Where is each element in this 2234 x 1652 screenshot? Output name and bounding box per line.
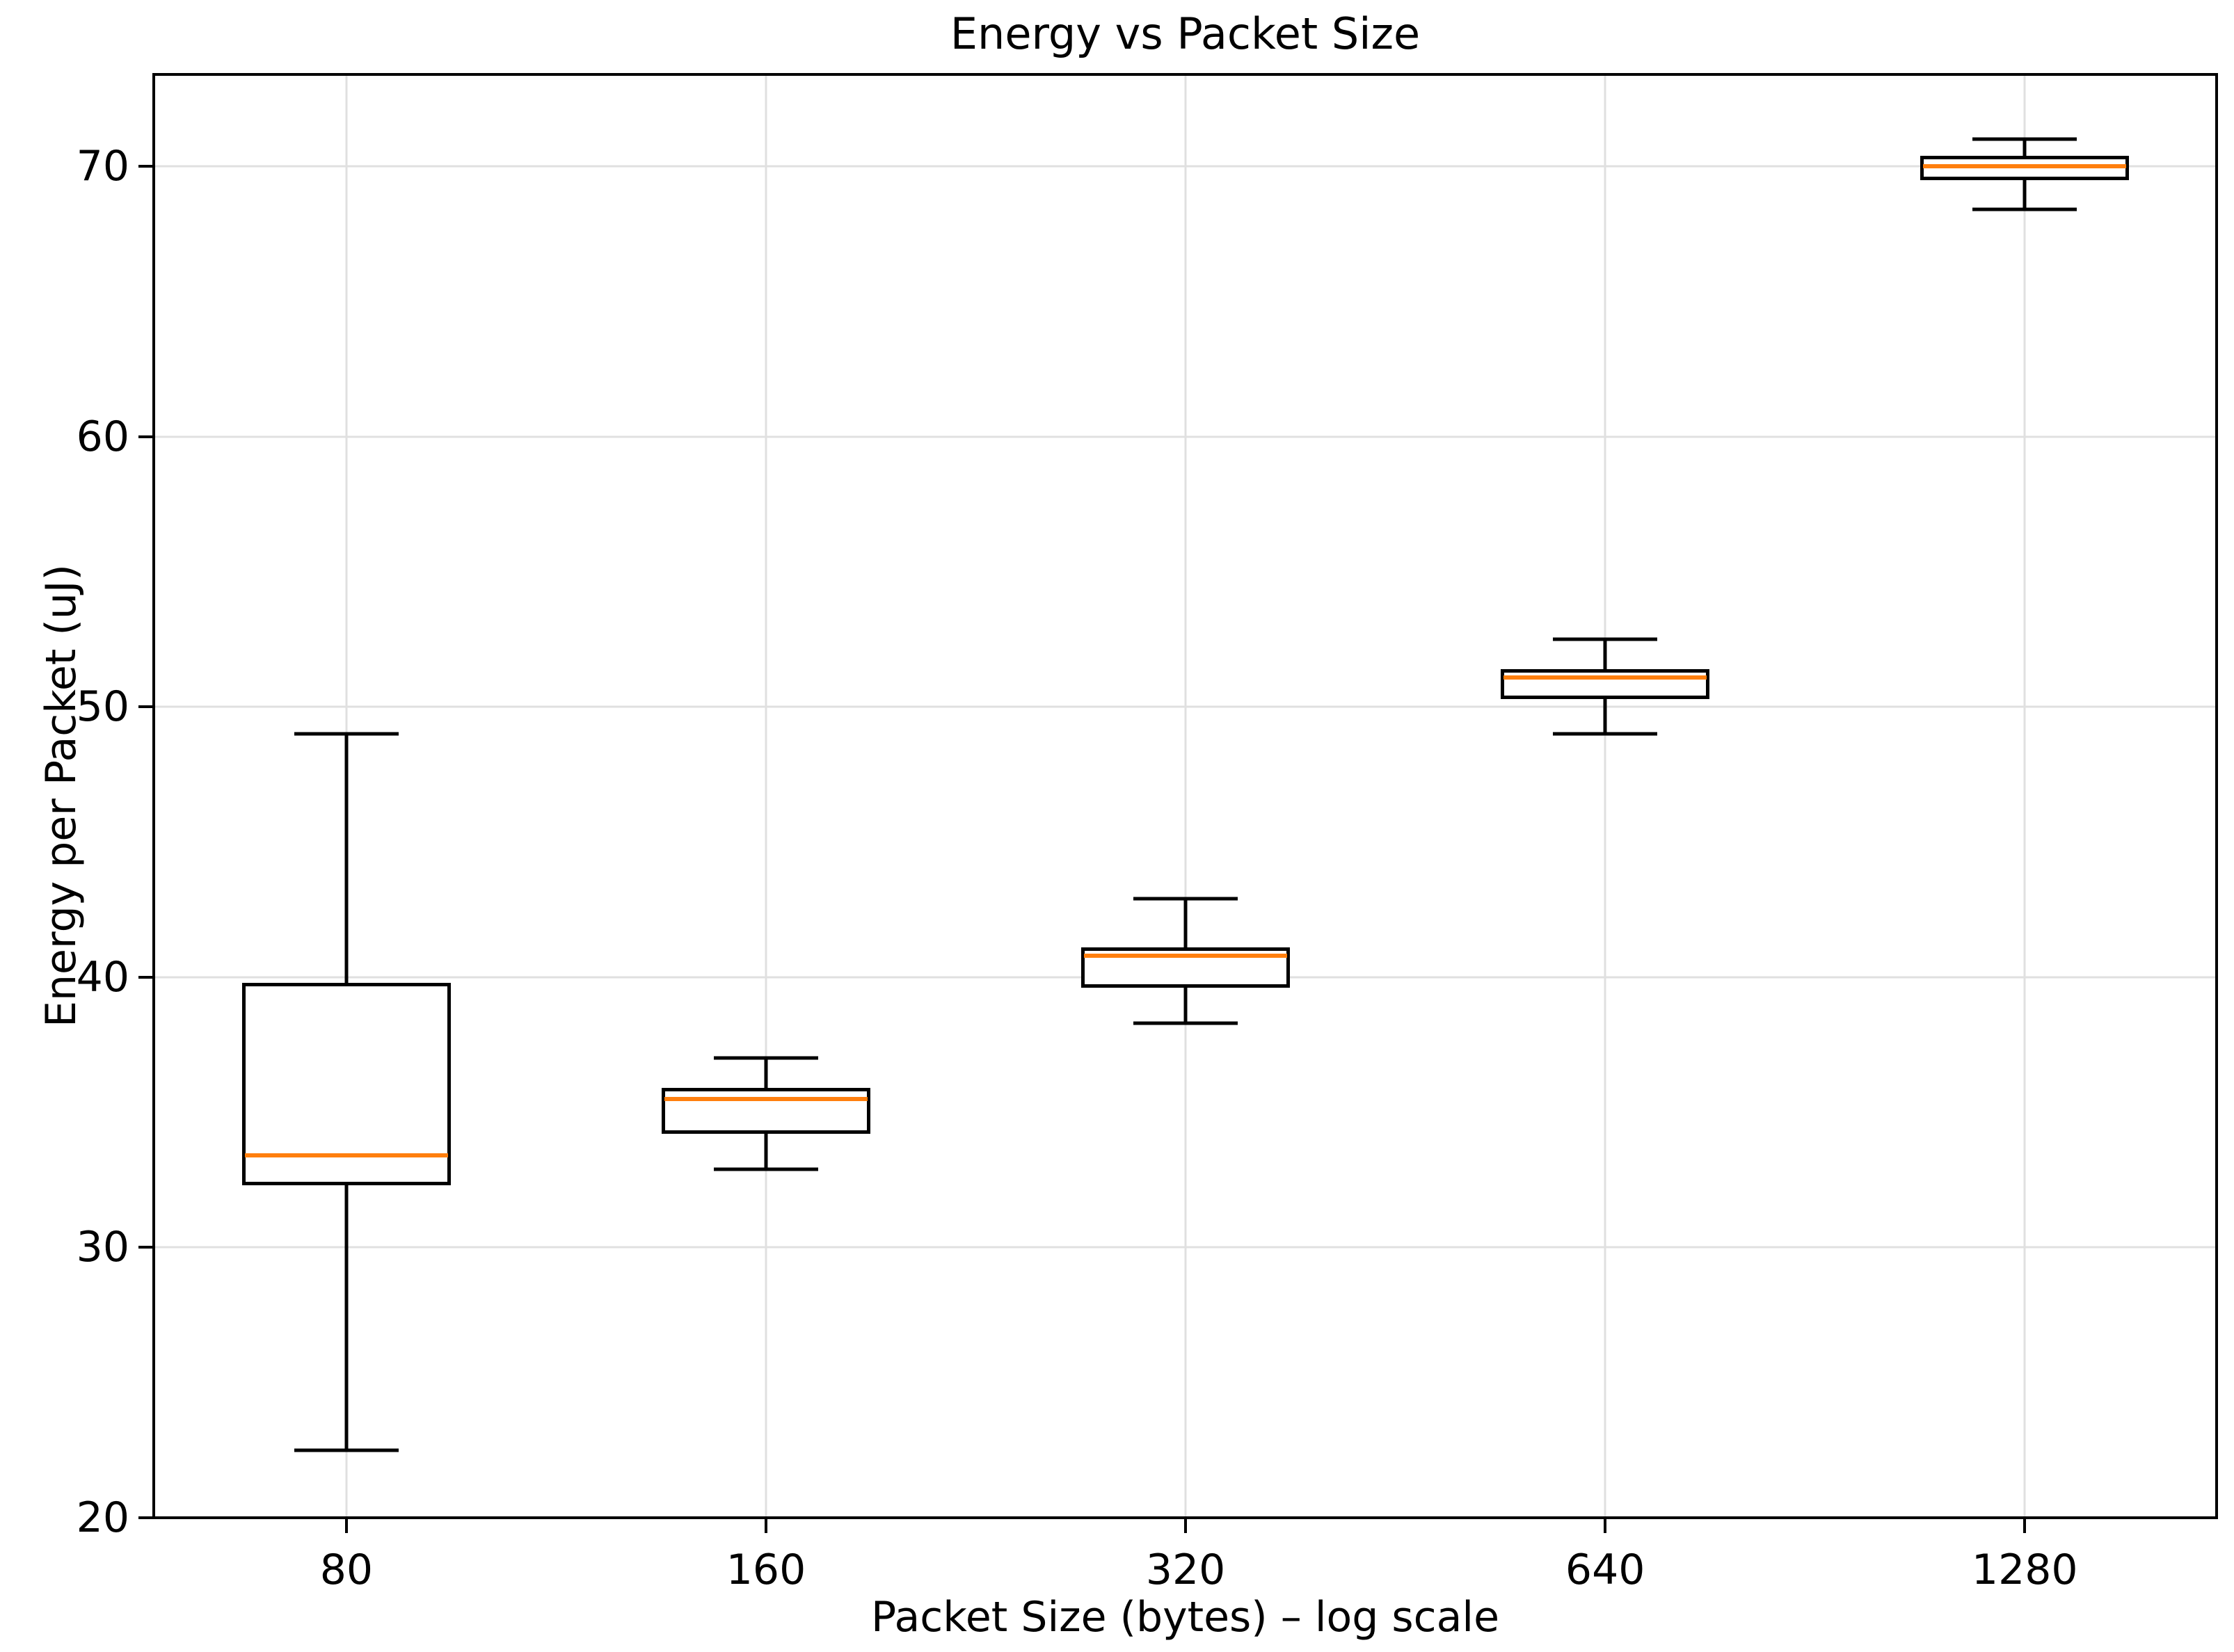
x-axis-label: Packet Size (bytes) – log scale <box>871 1593 1499 1642</box>
lower-whisker-line <box>1183 988 1188 1023</box>
box-group-640 <box>1501 74 1710 1518</box>
iqr-box <box>241 982 451 1186</box>
y-tick-label-20: 20 <box>76 1493 129 1542</box>
gridline-x-1280 <box>2023 74 2026 1518</box>
upper-whisker-line <box>764 1058 768 1089</box>
upper-whisker-line <box>344 734 349 983</box>
y-tick-label-40: 40 <box>76 952 129 1002</box>
y-tick-label-50: 50 <box>76 682 129 732</box>
top-spine <box>152 73 2218 76</box>
median-line <box>244 1153 448 1158</box>
median-line <box>1084 953 1288 958</box>
lower-whisker-cap <box>1972 207 2077 211</box>
chart-title: Energy vs Packet Size <box>950 8 1421 59</box>
upper-whisker-line <box>1183 899 1188 948</box>
lower-whisker-cap <box>1133 1021 1238 1025</box>
gridline-x-160 <box>765 74 767 1518</box>
right-spine <box>2215 73 2218 1519</box>
x-tick-mark-160 <box>765 1519 767 1533</box>
lower-whisker-line <box>2022 179 2027 210</box>
upper-whisker-line <box>2022 139 2027 156</box>
plot-area <box>154 74 2217 1519</box>
x-tick-label-1280: 1280 <box>1971 1546 2078 1594</box>
left-spine <box>152 73 155 1519</box>
upper-whisker-line <box>1603 639 1607 669</box>
y-tick-mark-40 <box>138 975 152 979</box>
median-line <box>664 1096 868 1101</box>
lower-whisker-line <box>764 1134 768 1169</box>
lower-whisker-cap <box>1553 732 1658 736</box>
lower-whisker-line <box>344 1185 349 1450</box>
iqr-box <box>1501 668 1710 699</box>
bottom-spine <box>152 1516 2218 1519</box>
x-tick-mark-320 <box>1184 1519 1188 1533</box>
lower-whisker-cap <box>294 1448 399 1452</box>
y-tick-label-30: 30 <box>76 1223 129 1272</box>
box-group-1280 <box>1920 74 2130 1518</box>
y-tick-mark-60 <box>138 435 152 438</box>
y-tick-mark-70 <box>138 165 152 168</box>
x-tick-label-80: 80 <box>319 1546 374 1594</box>
median-line <box>1503 675 1707 680</box>
y-tick-mark-30 <box>138 1246 152 1249</box>
upper-whisker-cap <box>714 1056 818 1060</box>
y-tick-label-60: 60 <box>76 412 129 461</box>
y-tick-mark-20 <box>138 1516 152 1519</box>
x-tick-mark-640 <box>1604 1519 1607 1533</box>
x-tick-mark-80 <box>344 1519 348 1533</box>
y-tick-label-70: 70 <box>76 142 129 191</box>
x-tick-mark-1280 <box>2023 1519 2027 1533</box>
median-line <box>1923 164 2127 169</box>
upper-whisker-cap <box>294 732 399 736</box>
upper-whisker-cap <box>1553 637 1658 641</box>
upper-whisker-cap <box>1972 137 2077 141</box>
iqr-box <box>662 1088 870 1134</box>
x-tick-label-160: 160 <box>726 1546 806 1594</box>
gridline-x-640 <box>1604 74 1606 1518</box>
lower-whisker-line <box>1603 698 1607 735</box>
box-group-80 <box>241 74 451 1518</box>
box-group-160 <box>662 74 870 1518</box>
y-tick-mark-50 <box>138 705 152 709</box>
upper-whisker-cap <box>1133 897 1238 901</box>
box-group-320 <box>1081 74 1291 1518</box>
x-tick-label-320: 320 <box>1145 1546 1226 1594</box>
lower-whisker-cap <box>714 1167 818 1171</box>
x-tick-label-640: 640 <box>1565 1546 1645 1594</box>
gridline-x-320 <box>1184 74 1187 1518</box>
